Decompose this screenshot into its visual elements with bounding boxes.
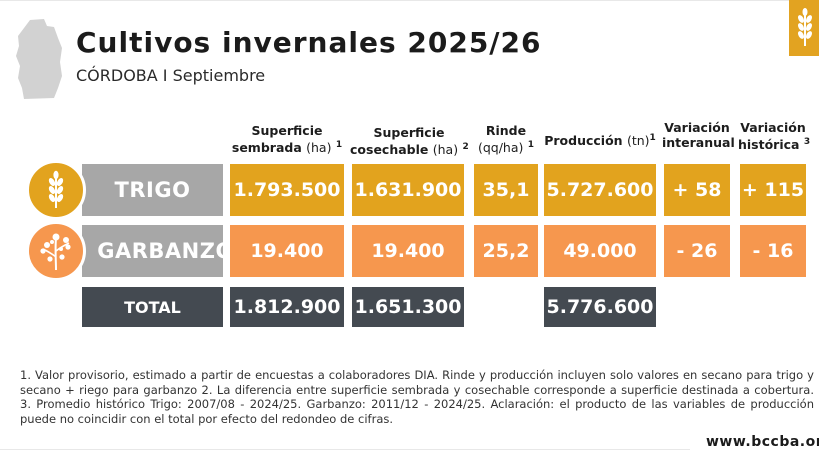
total-sembrada: 1.812.900 [230, 287, 344, 327]
wheat-icon [797, 8, 813, 46]
garbanzo-sembrada: 19.400 [230, 225, 344, 277]
garbanzo-historica: - 16 [740, 225, 806, 277]
total-cosechable: 1.651.300 [352, 287, 464, 327]
page-title: Cultivos invernales 2025/26 [76, 26, 542, 59]
website-link[interactable]: www.bccba.org. [706, 434, 819, 450]
header-cosechable: Superficie cosechable (ha) 2 [350, 125, 469, 158]
header-produccion: Producción (tn)1 [544, 133, 656, 149]
trigo-icon-circle [26, 160, 86, 220]
garbanzo-interanual: - 26 [664, 225, 730, 277]
total-produccion: 5.776.600 [544, 287, 656, 327]
trigo-produccion: 5.727.600 [544, 164, 656, 216]
crop-label-trigo: TRIGO [82, 164, 223, 216]
trigo-sembrada: 1.793.500 [230, 164, 344, 216]
trigo-rinde: 35,1 [474, 164, 538, 216]
trigo-interanual: + 58 [664, 164, 730, 216]
brand-badge [789, 0, 819, 56]
page-subtitle: CÓRDOBA I Septiembre [76, 66, 266, 85]
garbanzo-produccion: 49.000 [544, 225, 656, 277]
total-label: TOTAL [82, 287, 223, 327]
footnote: 1. Valor provisorio, estimado a partir d… [20, 368, 814, 426]
footer-divider [0, 449, 690, 450]
garbanzo-rinde: 25,2 [474, 225, 538, 277]
garbanzo-icon-circle [26, 221, 86, 281]
wheat-icon [48, 170, 64, 208]
trigo-cosechable: 1.631.900 [352, 164, 464, 216]
trigo-historica: + 115 [740, 164, 806, 216]
crop-label-garbanzo: GARBANZO [82, 225, 233, 277]
chickpea-plant-icon [40, 233, 71, 271]
header-sembrada: Superficie sembrada (ha) 1 [231, 123, 343, 156]
header-interanual: Variación interanual [662, 120, 735, 150]
top-border [0, 0, 789, 4]
garbanzo-cosechable: 19.400 [352, 225, 464, 277]
header-rinde: Rinde (qq/ha) 1 [477, 123, 535, 156]
header-historica: Variación histórica 3 [738, 120, 811, 153]
cordoba-map-icon [16, 19, 62, 99]
